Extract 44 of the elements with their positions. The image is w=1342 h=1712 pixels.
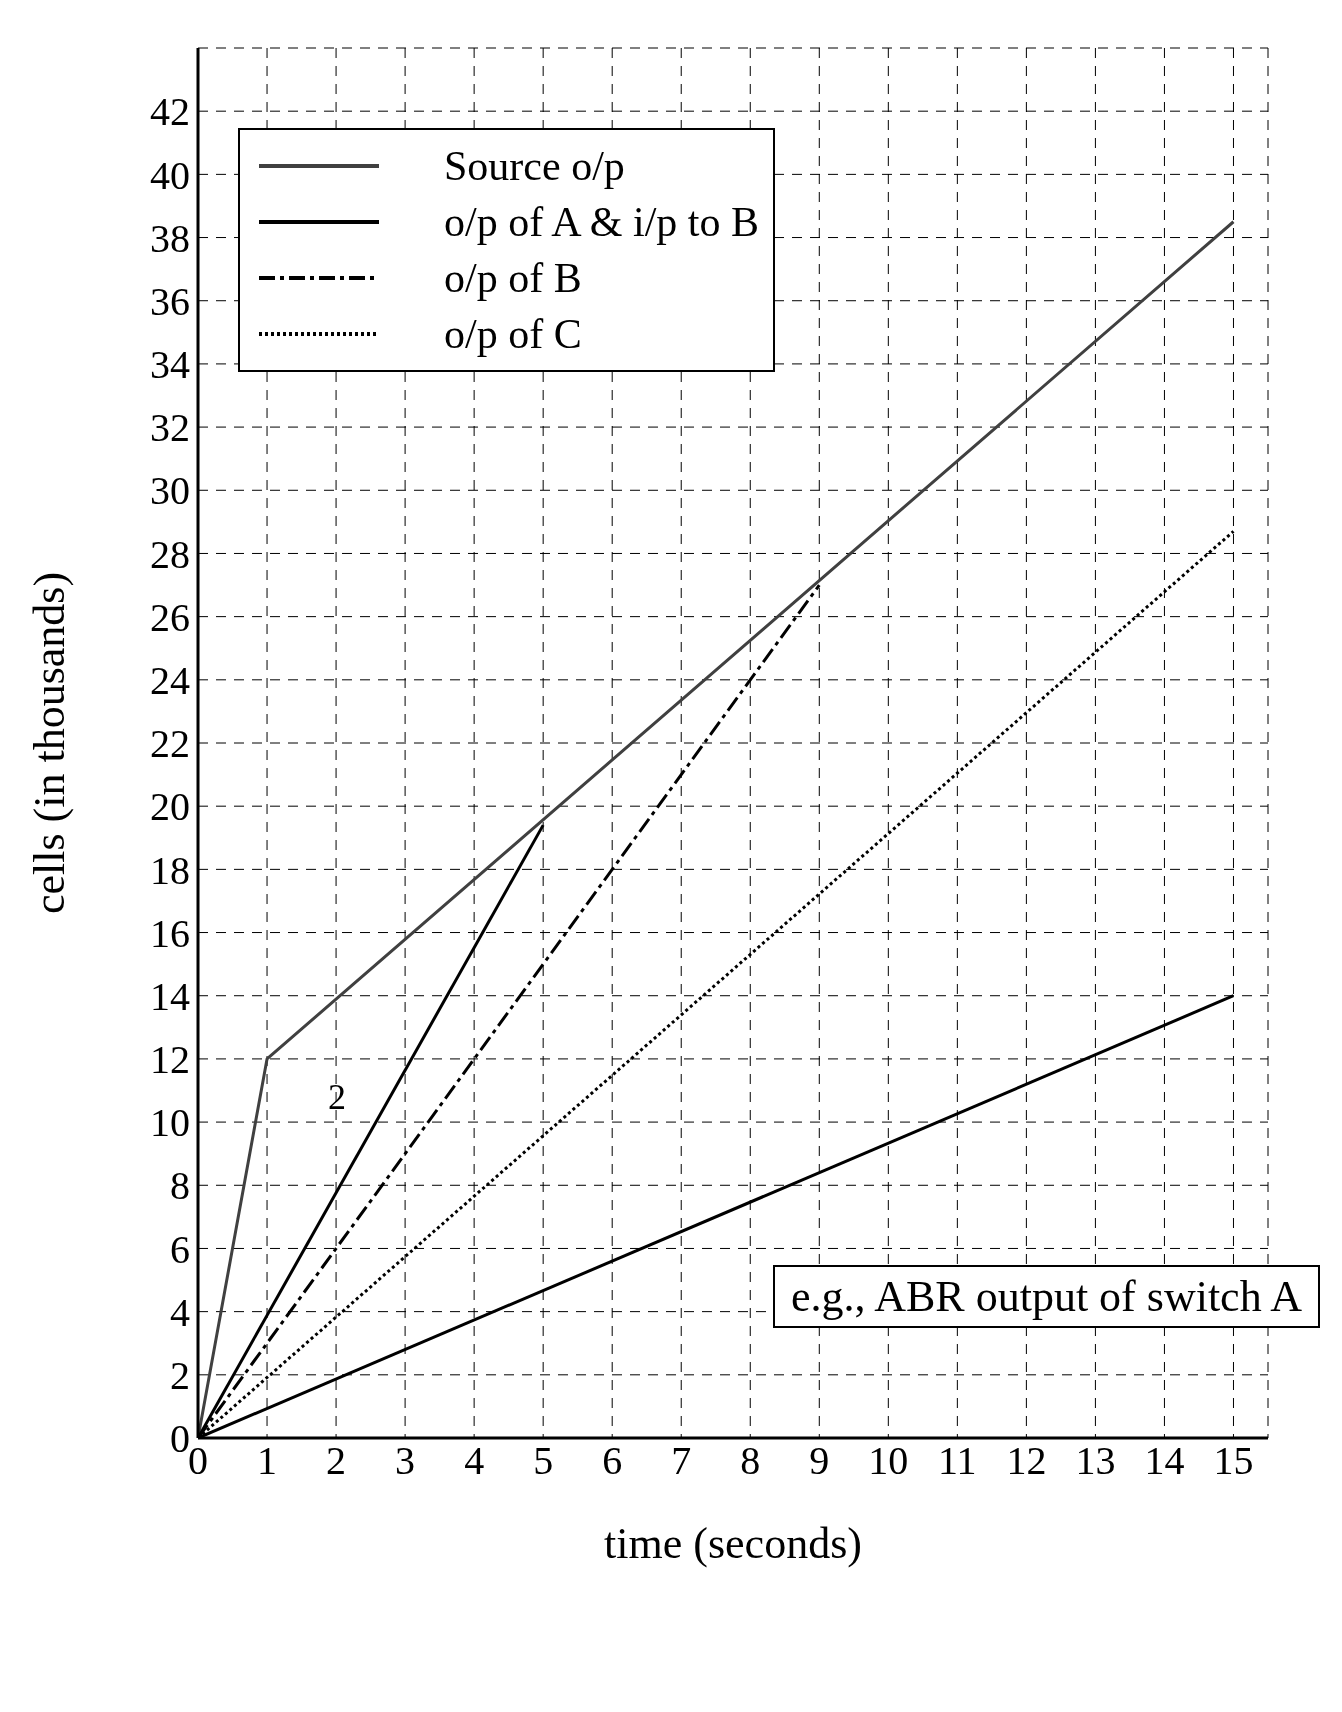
x-tick-label: 6 xyxy=(602,1438,623,1484)
y-tick-label: 18 xyxy=(150,847,190,893)
y-tick-label: 16 xyxy=(150,910,190,956)
x-tick-label: 14 xyxy=(1144,1438,1185,1484)
x-tick-label: 7 xyxy=(671,1438,692,1484)
x-tick-label: 13 xyxy=(1075,1438,1116,1484)
y-tick-label: 42 xyxy=(150,89,190,135)
y-tick-label: 40 xyxy=(150,152,190,198)
annotation: e.g., ABR output of switch A xyxy=(773,1265,1320,1328)
legend-label: o/p of B xyxy=(444,254,582,302)
x-tick-label: 3 xyxy=(395,1438,416,1484)
x-tick-label: 8 xyxy=(740,1438,761,1484)
y-tick-label: 8 xyxy=(170,1163,190,1209)
x-tick-label: 11 xyxy=(938,1438,977,1484)
y-tick-label: 36 xyxy=(150,278,190,324)
y-tick-label: 12 xyxy=(150,1037,190,1083)
y-tick-label: 26 xyxy=(150,594,190,640)
x-tick-label: 1 xyxy=(257,1438,278,1484)
y-tick-label: 24 xyxy=(150,658,190,704)
legend-label: o/p of C xyxy=(444,310,582,358)
y-tick-label: 30 xyxy=(150,468,190,514)
x-tick-label: 4 xyxy=(464,1438,485,1484)
y-tick-label: 34 xyxy=(150,342,190,388)
x-tick-label: 9 xyxy=(809,1438,830,1484)
x-tick-label: 10 xyxy=(868,1438,909,1484)
y-tick-label: 22 xyxy=(150,721,190,767)
y-tick-label: 28 xyxy=(150,531,190,577)
y-tick-label: 38 xyxy=(150,215,190,261)
x-tick-label: 12 xyxy=(1006,1438,1047,1484)
x-tick-label: 2 xyxy=(326,1438,347,1484)
legend-label: o/p of A & i/p to B xyxy=(444,198,760,246)
y-tick-label: 20 xyxy=(150,784,190,830)
y-tick-label: 10 xyxy=(150,1100,190,1146)
y-tick-label: 6 xyxy=(170,1226,190,1272)
annotation: 2 xyxy=(328,1076,346,1118)
x-axis-title: time (seconds) xyxy=(604,1519,862,1568)
y-axis-title: cells (in thousands) xyxy=(24,571,74,915)
x-tick-label: 15 xyxy=(1213,1438,1254,1484)
x-tick-label: 5 xyxy=(533,1438,554,1484)
y-tick-label: 2 xyxy=(170,1353,190,1399)
y-tick-label: 4 xyxy=(170,1289,190,1335)
y-tick-label: 32 xyxy=(150,405,190,451)
y-tick-label: 14 xyxy=(150,973,190,1019)
legend-label: Source o/p xyxy=(444,142,625,190)
